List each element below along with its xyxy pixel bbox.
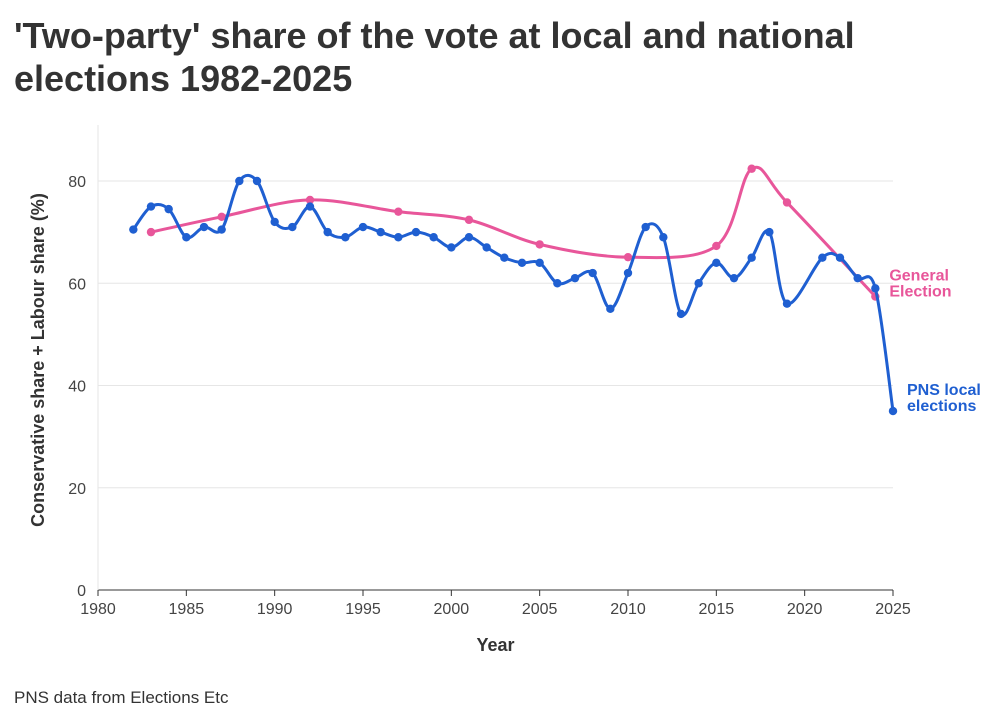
data-point-local[interactable]: [694, 279, 703, 288]
data-point-local[interactable]: [570, 273, 580, 283]
x-tick-label: 1990: [257, 601, 293, 618]
data-point-local[interactable]: [606, 304, 615, 314]
x-tick-label: 1995: [345, 601, 381, 618]
x-axis-label: Year: [476, 635, 514, 655]
data-point-general[interactable]: [394, 207, 403, 216]
data-point-general[interactable]: [712, 241, 721, 251]
data-point-local[interactable]: [747, 253, 756, 262]
data-point-local[interactable]: [235, 176, 244, 186]
data-point-local[interactable]: [641, 222, 650, 232]
data-point-local[interactable]: [782, 299, 792, 308]
data-point-general[interactable]: [782, 198, 792, 207]
y-tick-label: 60: [68, 276, 86, 293]
data-point-local[interactable]: [217, 225, 226, 234]
data-point-general[interactable]: [464, 215, 474, 225]
data-point-general[interactable]: [217, 212, 226, 221]
data-point-local[interactable]: [517, 258, 527, 267]
data-point-local[interactable]: [535, 258, 544, 267]
data-point-local[interactable]: [394, 233, 403, 242]
grid-lines: [98, 180, 893, 489]
data-point-local[interactable]: [464, 233, 474, 242]
data-point-local[interactable]: [712, 258, 721, 267]
series-line-general: [149, 165, 877, 299]
x-tick-label: 2015: [699, 601, 735, 618]
data-point-local[interactable]: [818, 253, 827, 262]
data-point-general[interactable]: [535, 240, 544, 249]
x-tick-label: 2010: [610, 601, 646, 618]
series-label-local: PNS local elections: [907, 382, 981, 415]
data-point-local[interactable]: [729, 273, 739, 283]
data-point-local[interactable]: [288, 222, 297, 232]
data-point-local[interactable]: [835, 253, 845, 262]
data-point-local[interactable]: [553, 279, 562, 288]
x-tick-label: 2025: [875, 601, 911, 618]
data-point-local[interactable]: [199, 222, 209, 232]
data-point-local[interactable]: [853, 273, 862, 283]
data-point-local[interactable]: [376, 227, 385, 237]
data-point-local[interactable]: [871, 284, 880, 293]
series-label-general: General Election: [889, 268, 951, 301]
data-point-local[interactable]: [252, 176, 262, 186]
data-point-local[interactable]: [765, 227, 774, 237]
y-tick-label: 0: [77, 583, 86, 600]
data-point-local[interactable]: [146, 202, 156, 211]
data-point-local[interactable]: [429, 233, 438, 242]
x-tick-label: 2020: [787, 601, 823, 618]
data-point-local[interactable]: [411, 227, 421, 237]
x-tick-label: 1985: [169, 601, 205, 618]
data-point-local[interactable]: [305, 202, 315, 211]
x-tick-label: 2000: [434, 601, 470, 618]
x-tick-label: 2005: [522, 601, 558, 618]
x-axis-ticks: 1980 1985 1990 1995 2000 2005 2010 2015 2020 2025: [80, 590, 911, 618]
data-point-local[interactable]: [270, 217, 279, 227]
y-tick-label: 20: [68, 481, 86, 498]
series-general: [146, 164, 880, 301]
data-point-general[interactable]: [747, 164, 756, 173]
data-point-general[interactable]: [305, 195, 315, 205]
y-tick-label: 40: [68, 379, 86, 396]
data-point-local[interactable]: [676, 309, 686, 319]
data-point-local[interactable]: [623, 268, 633, 278]
data-point-local[interactable]: [164, 204, 173, 214]
data-point-local[interactable]: [659, 233, 668, 242]
data-point-local[interactable]: [323, 227, 332, 237]
data-point-local[interactable]: [358, 222, 368, 232]
data-point-local[interactable]: [129, 225, 138, 234]
data-point-local[interactable]: [447, 243, 456, 252]
data-point-local[interactable]: [500, 253, 509, 262]
line-chart: 0 20 40 60 80 1980 1985 1990 1995 2000 2005 2010 20…: [28, 125, 981, 655]
series-labels: General Election PNS local elections: [889, 268, 980, 416]
y-axis-ticks: 0 20 40 60 80: [68, 174, 86, 600]
x-tick-label: 1980: [80, 601, 116, 618]
data-point-local[interactable]: [341, 233, 350, 242]
data-point-local[interactable]: [888, 406, 898, 416]
series-local: [129, 173, 898, 416]
y-tick-label: 80: [68, 174, 86, 191]
source-caption: PNS data from Elections Etc: [14, 688, 229, 707]
chart-title: 'Two-party' share of the vote at local a…: [14, 15, 855, 99]
data-point-general[interactable]: [146, 227, 156, 237]
data-point-local[interactable]: [588, 268, 597, 278]
data-point-general[interactable]: [623, 252, 633, 262]
y-axis-label: Conservative share + Labour share (%): [28, 193, 48, 527]
data-point-local[interactable]: [182, 233, 191, 242]
data-point-local[interactable]: [482, 243, 491, 252]
series-group: [129, 164, 898, 416]
